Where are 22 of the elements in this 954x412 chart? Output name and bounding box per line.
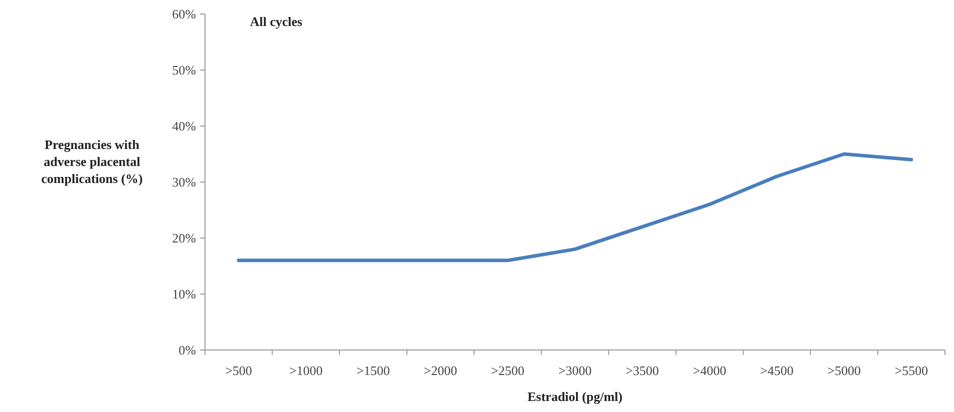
- x-tick-label: >2000: [424, 363, 458, 378]
- y-tick-label: 50%: [172, 62, 196, 78]
- x-tick-label: >500: [225, 363, 252, 378]
- x-tick-label: >1500: [356, 363, 390, 378]
- y-tick-label: 20%: [172, 230, 196, 246]
- x-axis-title: Estradiol (pg/ml): [528, 389, 622, 404]
- x-tick-label: >2500: [491, 363, 524, 378]
- y-tick-label: 30%: [172, 174, 196, 190]
- x-tick-label: >3500: [626, 363, 659, 378]
- line-series: [236, 152, 914, 262]
- x-tick-label: >4000: [692, 363, 726, 378]
- y-tick-label: 10%: [172, 286, 196, 302]
- y-tick-label: 0%: [178, 342, 196, 358]
- x-tick-label: >1000: [289, 363, 323, 378]
- y-axis-title: Pregnancies with adverse placental complications (%): [41, 137, 143, 186]
- x-tick-label: >4500: [760, 363, 794, 378]
- x-tick-label: >3000: [558, 363, 592, 378]
- chart-title: All cycles: [250, 14, 302, 29]
- y-tick-label: 60%: [172, 6, 196, 22]
- x-tick-label: >5500: [894, 363, 928, 378]
- x-tick-label: >5000: [827, 363, 861, 378]
- y-tick-label: 40%: [172, 118, 196, 134]
